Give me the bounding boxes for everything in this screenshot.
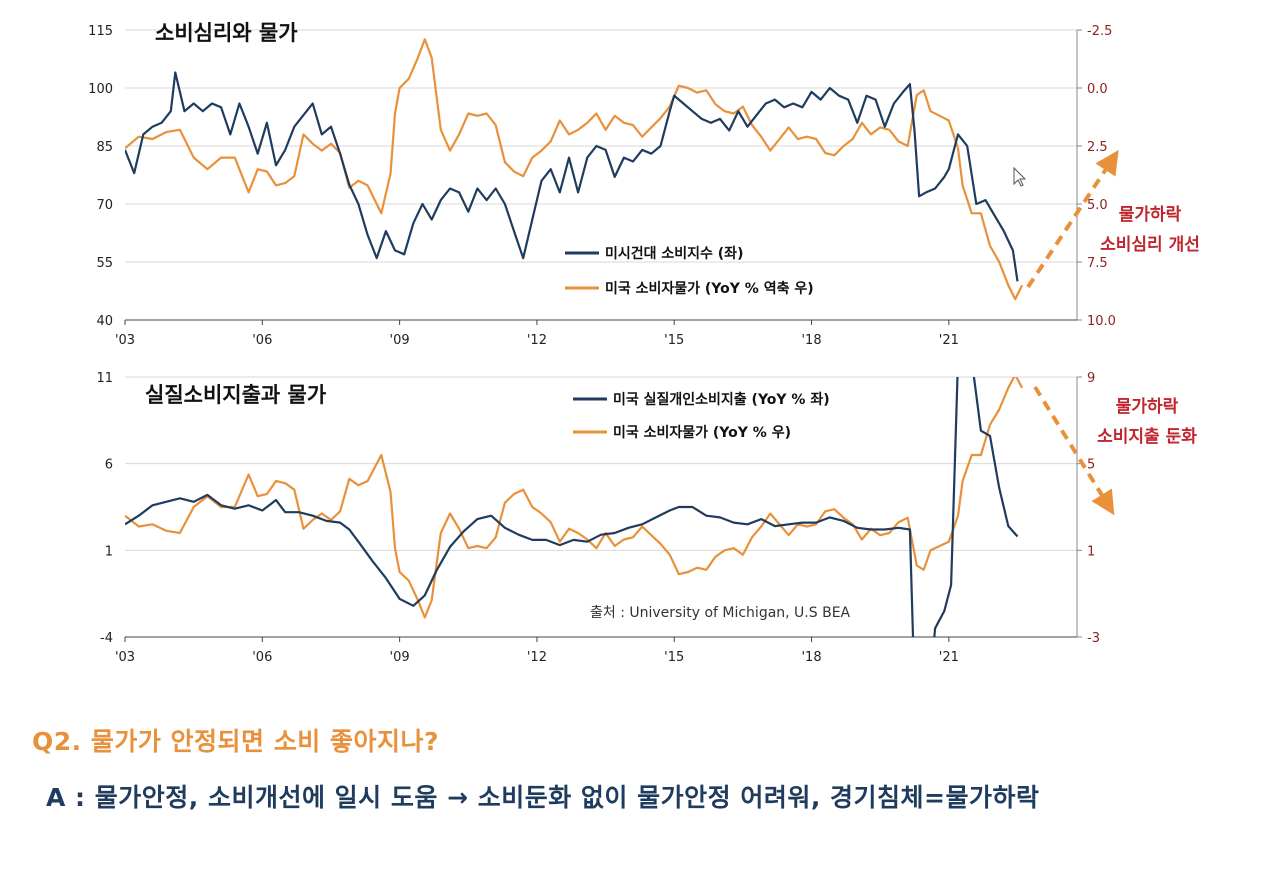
chart-1: 40 55 70 85 100 115 -2.5 0.0 2.5 5.0 7.5 10.0 '03 '06… bbox=[88, 21, 1116, 348]
legend-label: 미국 실질개인소비지출 (YoY % 좌) bbox=[613, 391, 830, 408]
legend-label: 미국 소비자물가 (YoY % 역축 우) bbox=[605, 280, 814, 297]
series-line-orange bbox=[125, 38, 1024, 301]
right-tick-label: 2.5 bbox=[1087, 140, 1108, 155]
left-tick-label: 55 bbox=[96, 256, 113, 271]
x-tick-label: '18 bbox=[801, 333, 821, 348]
left-tick-label: 6 bbox=[105, 458, 113, 473]
x-tick-label: '12 bbox=[527, 650, 547, 665]
right-tick-label: 10.0 bbox=[1087, 314, 1116, 329]
left-tick-label: 11 bbox=[96, 371, 113, 386]
right-tick-label: 5 bbox=[1087, 458, 1095, 473]
x-tick-label: '18 bbox=[801, 650, 821, 665]
left-tick-label: 1 bbox=[105, 544, 113, 559]
left-tick-label: 70 bbox=[96, 198, 113, 213]
left-tick-label: -4 bbox=[100, 631, 113, 646]
left-tick-label: 115 bbox=[88, 24, 113, 39]
top-annotation-arrow bbox=[1026, 149, 1119, 289]
legend-label: 미국 소비자물가 (YoY % 우) bbox=[613, 425, 791, 441]
source-note: 출처 : University of Michigan, U.S BEA bbox=[590, 605, 851, 621]
x-tick-label: '03 bbox=[115, 650, 135, 665]
x-tick-label: '09 bbox=[390, 333, 410, 348]
series-line-orange bbox=[125, 377, 1024, 619]
right-tick-label: 9 bbox=[1087, 371, 1095, 386]
chart-title: 실질소비지출과 물가 bbox=[145, 383, 327, 407]
bottom-annotation-line2: 소비지출 둔화 bbox=[1097, 427, 1197, 447]
left-tick-label: 40 bbox=[96, 314, 113, 329]
qa-question: Q2. 물가가 안정되면 소비 좋아지나? bbox=[32, 727, 439, 756]
x-tick-label: '03 bbox=[115, 333, 135, 348]
x-tick-label: '12 bbox=[527, 333, 547, 348]
x-tick-label: '09 bbox=[390, 650, 410, 665]
qa-answer: A : 물가안정, 소비개선에 일시 도움 → 소비둔화 없이 물가안정 어려워… bbox=[46, 783, 1040, 812]
top-annotation-line2: 소비심리 개선 bbox=[1100, 235, 1200, 255]
right-tick-label: 0.0 bbox=[1087, 82, 1108, 97]
right-tick-label: 1 bbox=[1087, 544, 1095, 559]
legend-label: 미시건대 소비지수 (좌) bbox=[605, 245, 743, 262]
bottom-annotation-line1: 물가하락 bbox=[1116, 397, 1179, 417]
x-tick-label: '15 bbox=[664, 650, 684, 665]
right-tick-label: 5.0 bbox=[1087, 198, 1108, 213]
mouse-pointer-icon bbox=[1013, 166, 1027, 187]
right-tick-label: -3 bbox=[1087, 631, 1100, 646]
x-tick-label: '06 bbox=[252, 333, 272, 348]
left-tick-label: 100 bbox=[88, 82, 113, 97]
x-tick-label: '06 bbox=[252, 650, 272, 665]
series-line-navy bbox=[125, 377, 1019, 637]
x-tick-label: '15 bbox=[664, 333, 684, 348]
x-tick-label: '21 bbox=[939, 333, 959, 348]
right-tick-label: -2.5 bbox=[1087, 24, 1112, 39]
right-tick-label: 7.5 bbox=[1087, 256, 1108, 271]
top-annotation-line1: 물가하락 bbox=[1119, 205, 1182, 225]
series-line-navy bbox=[125, 71, 1019, 282]
chart-title: 소비심리와 물가 bbox=[155, 21, 298, 45]
bottom-annotation-arrow bbox=[1033, 385, 1115, 516]
left-tick-label: 85 bbox=[96, 140, 113, 155]
chart-2: -4 1 6 11 -3 1 5 9 '03 '06 '09 '12 '15 '18 '21 실질소비지출과 … bbox=[96, 371, 1100, 665]
x-tick-label: '21 bbox=[939, 650, 959, 665]
